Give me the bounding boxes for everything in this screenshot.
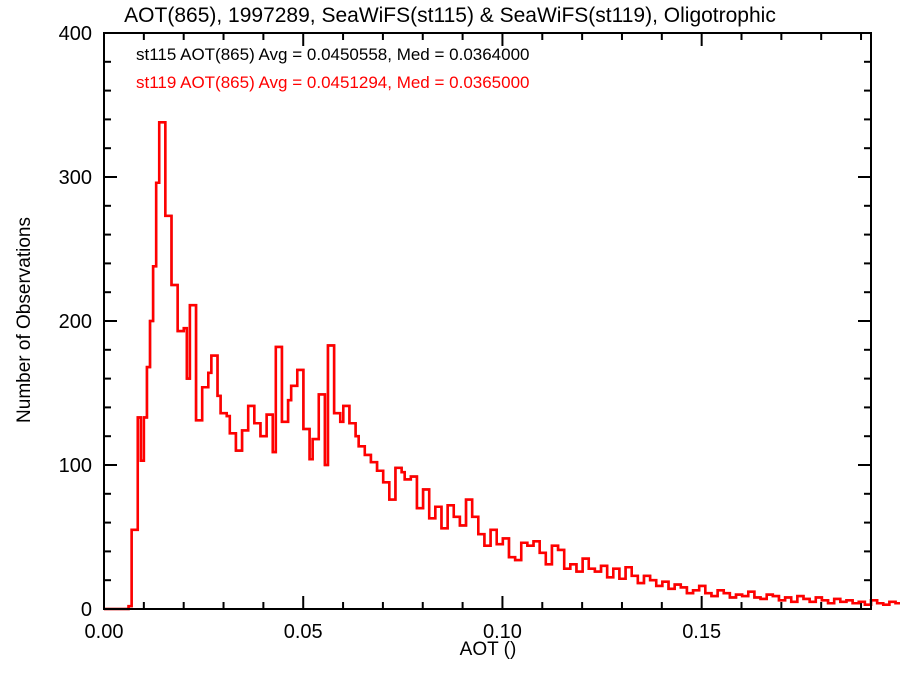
legend-entry-st119: st119 AOT(865) Avg = 0.0451294, Med = 0.…: [136, 73, 530, 92]
x-tick-label: 0.00: [85, 621, 124, 643]
x-axis-tick-labels: 0.00 0.05 0.10 0.15: [85, 621, 722, 643]
legend-entry-st115: st115 AOT(865) Avg = 0.0450558, Med = 0.…: [136, 45, 530, 64]
y-tick-label: 400: [59, 23, 92, 45]
chart-title: AOT(865), 1997289, SeaWiFS(st115) & SeaW…: [124, 4, 776, 27]
y-axis-tick-labels: 0 100 200 300 400: [59, 23, 92, 621]
axis-frame: [103, 32, 872, 610]
x-tick-label: 0.15: [682, 621, 721, 643]
y-tick-label: 0: [81, 599, 92, 621]
x-tick-label: 0.10: [483, 621, 522, 643]
data-series-layer: [104, 120, 900, 611]
legend: st115 AOT(865) Avg = 0.0450558, Med = 0.…: [136, 45, 530, 92]
y-tick-label: 100: [59, 455, 92, 477]
x-tick-label: 0.05: [284, 621, 323, 643]
y-tick-label: 300: [59, 167, 92, 189]
y-axis-label: Number of Observations: [14, 217, 35, 423]
x-axis-label: AOT (): [460, 639, 517, 660]
series-line-st119: [104, 120, 900, 611]
y-tick-label: 200: [59, 311, 92, 333]
